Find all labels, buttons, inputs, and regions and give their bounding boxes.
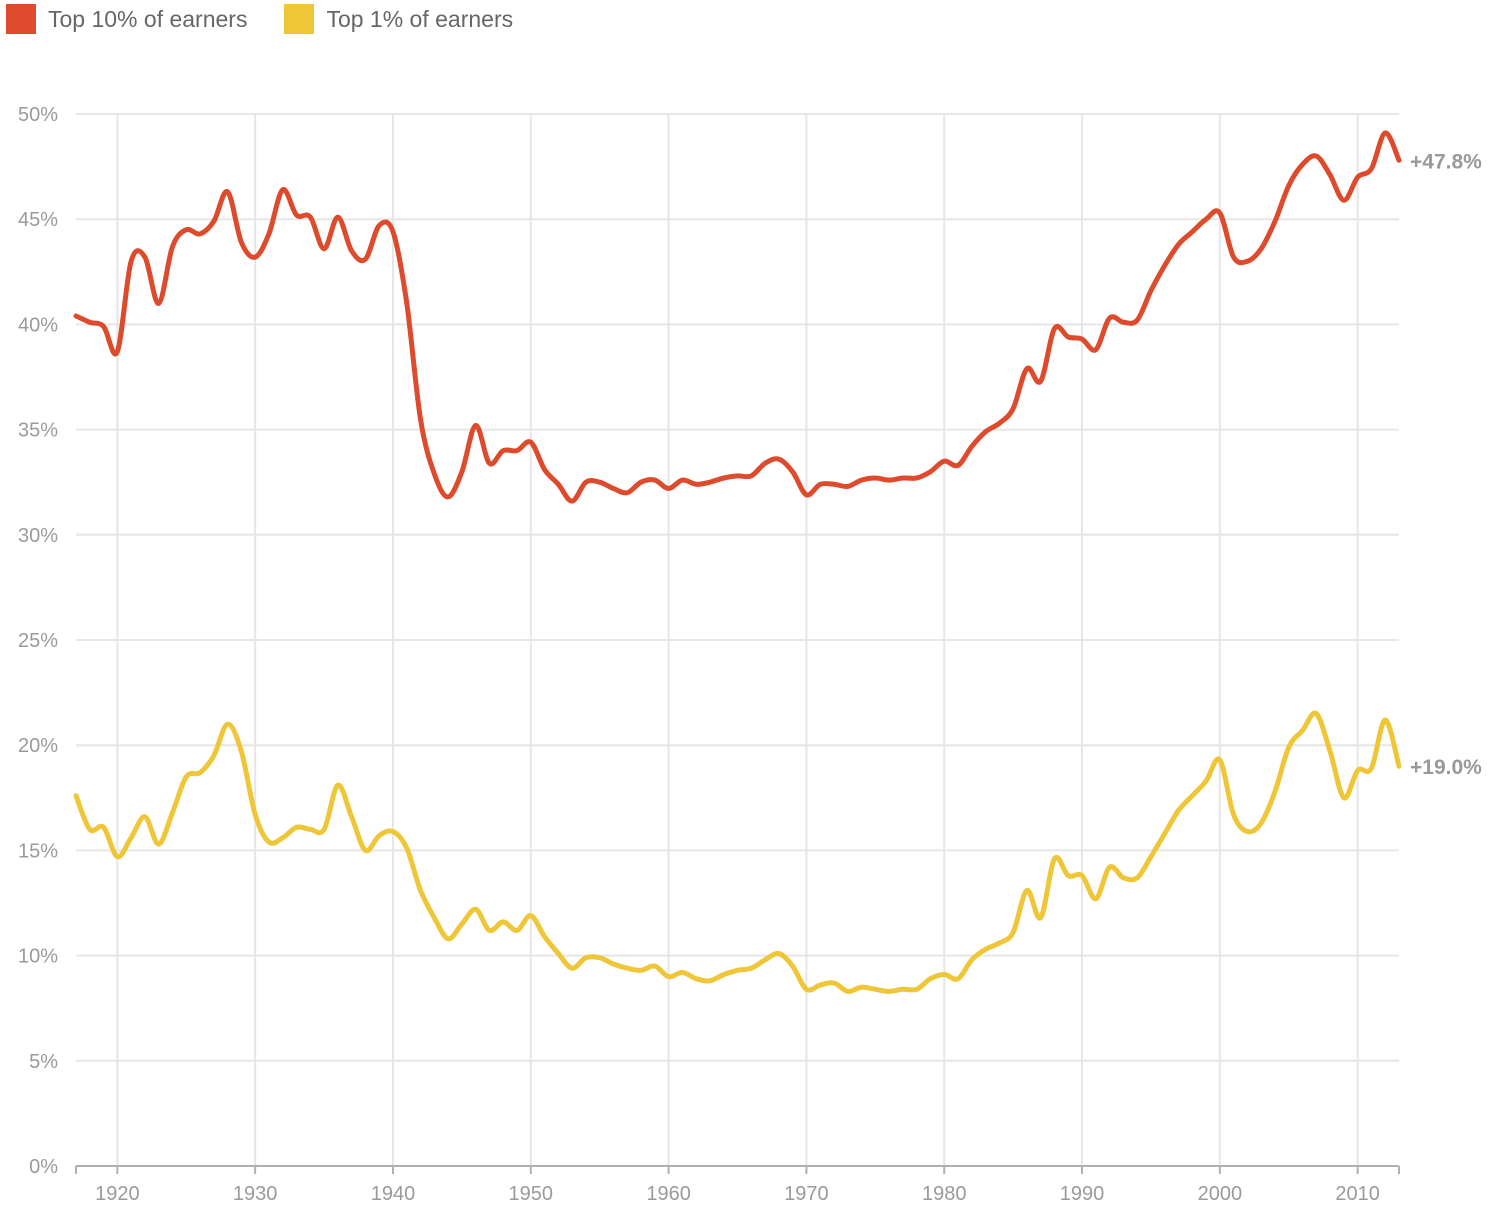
x-tick-label: 1930	[233, 1183, 278, 1205]
y-tick-label: 35%	[18, 420, 58, 442]
legend-label-top1: Top 1% of earners	[326, 5, 514, 32]
x-tick-label: 1990	[1060, 1183, 1105, 1205]
legend-label-top10: Top 10% of earners	[48, 5, 248, 32]
x-tick-label: 2000	[1198, 1183, 1243, 1205]
legend-item-top1[interactable]: Top 1% of earners	[284, 4, 513, 34]
x-tick-label: 1960	[646, 1183, 691, 1205]
x-tick-label: 1920	[95, 1183, 140, 1205]
x-tick-label: 1980	[922, 1183, 967, 1205]
y-tick-label: 10%	[18, 946, 58, 968]
y-tick-label: 50%	[18, 104, 58, 126]
end-label-top10: +47.8%	[1410, 150, 1482, 173]
end-label-top1: +19.0%	[1410, 756, 1482, 779]
y-tick-label: 25%	[18, 630, 58, 652]
series-line-top1	[73, 710, 1402, 994]
y-tick-label: 0%	[29, 1156, 58, 1178]
y-tick-label: 40%	[18, 314, 58, 336]
legend-swatch-top10	[6, 4, 36, 34]
y-tick-label: 30%	[18, 525, 58, 547]
legend-item-top10[interactable]: Top 10% of earners	[6, 4, 247, 34]
y-tick-label: 15%	[18, 840, 58, 862]
y-tick-label: 5%	[29, 1051, 58, 1073]
x-tick-label: 2010	[1335, 1183, 1380, 1205]
x-tick-label: 1940	[371, 1183, 416, 1205]
chart-legend: Top 10% of earners Top 1% of earners	[6, 4, 550, 34]
y-tick-label: 45%	[18, 209, 58, 231]
series-line-top10	[73, 130, 1402, 504]
x-tick-label: 1970	[784, 1183, 829, 1205]
legend-swatch-top1	[284, 4, 315, 34]
y-tick-label: 20%	[18, 735, 58, 757]
x-tick-label: 1950	[509, 1183, 554, 1205]
